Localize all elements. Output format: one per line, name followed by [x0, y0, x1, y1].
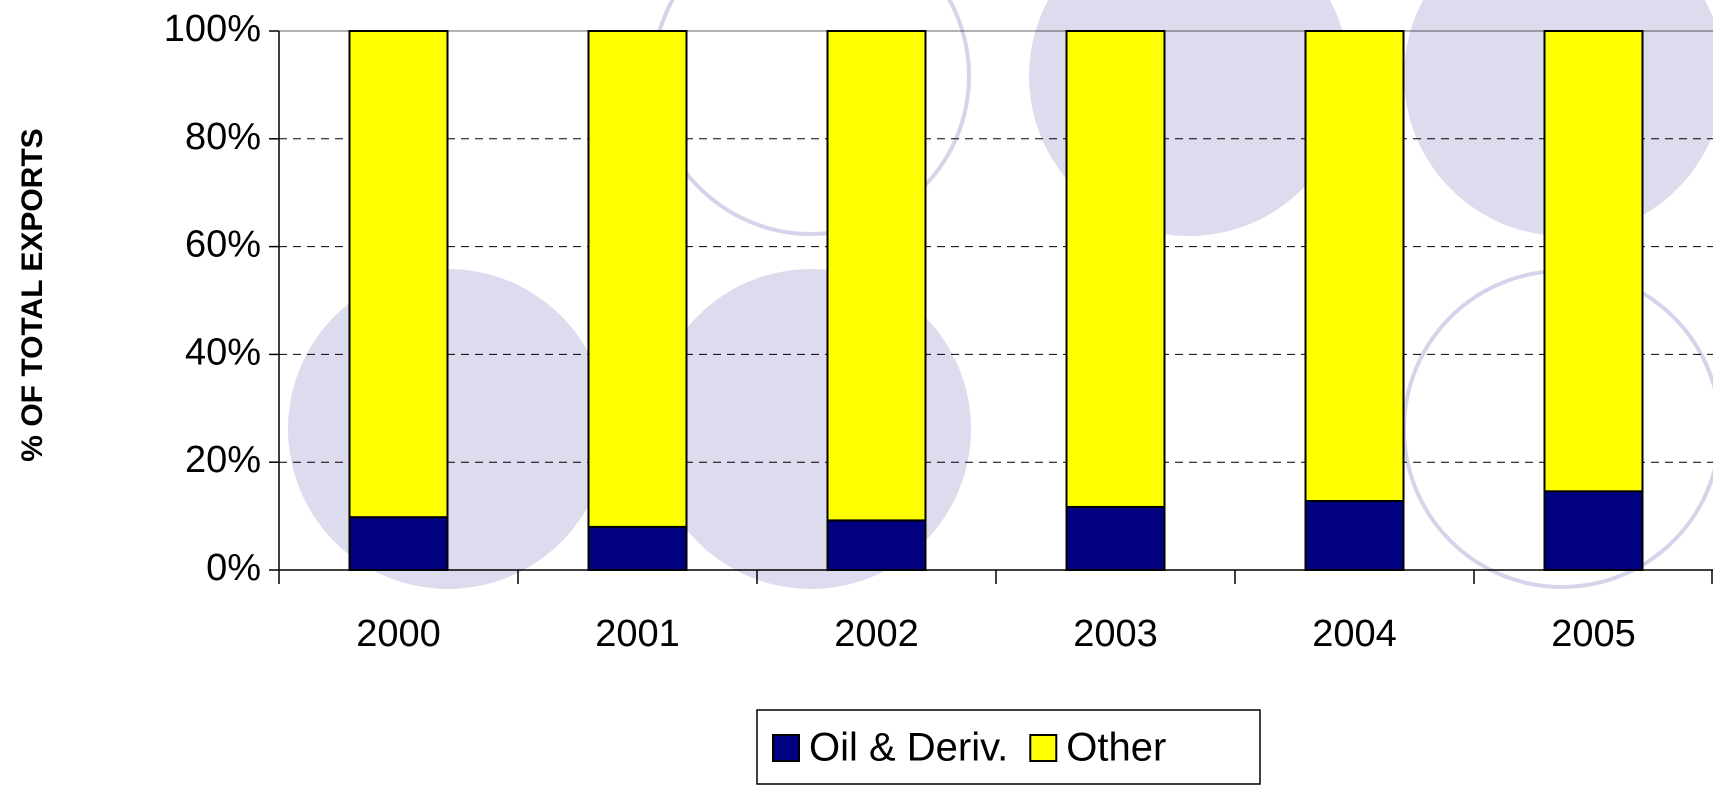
bar-segment [1067, 507, 1165, 570]
bar-segment [1306, 501, 1404, 570]
legend-label: Other [1066, 726, 1166, 770]
y-tick-label: 80% [185, 116, 261, 158]
bar-segment [589, 527, 687, 570]
bar-segment [828, 520, 926, 570]
x-tick-label: 2000 [356, 613, 441, 655]
bar-segment [1067, 31, 1165, 507]
bar-segment [350, 31, 448, 517]
y-tick-label: 0% [206, 547, 261, 589]
x-tick-label: 2005 [1551, 613, 1636, 655]
legend-swatch [773, 735, 799, 761]
bar-segment [1306, 31, 1404, 501]
bar-segment [828, 31, 926, 520]
legend-swatch [1030, 735, 1056, 761]
bar-segment [350, 517, 448, 570]
y-axis-label: % OF TOTAL EXPORTS [16, 128, 49, 461]
x-tick-label: 2002 [834, 613, 919, 655]
y-tick-label: 100% [164, 8, 261, 50]
x-tick-label: 2004 [1312, 613, 1397, 655]
y-tick-label: 40% [185, 331, 261, 373]
x-tick-label: 2003 [1073, 613, 1158, 655]
bar-segment [1545, 491, 1643, 570]
legend-label: Oil & Deriv. [809, 726, 1008, 770]
legend: Oil & Deriv. Other [757, 710, 1260, 784]
x-tick-label: 2001 [595, 613, 680, 655]
page: % OF TOTAL EXPORTS 0% 20% 40% 60% 80% 100% 200… [0, 0, 1713, 785]
bar-segment [589, 31, 687, 527]
background-decor [288, 0, 1713, 589]
chart: % OF TOTAL EXPORTS 0% 20% 40% 60% 80% 100% 200… [0, 0, 1713, 785]
y-tick-label: 20% [185, 439, 261, 481]
y-tick-label: 60% [185, 224, 261, 266]
bar-segment [1545, 31, 1643, 491]
